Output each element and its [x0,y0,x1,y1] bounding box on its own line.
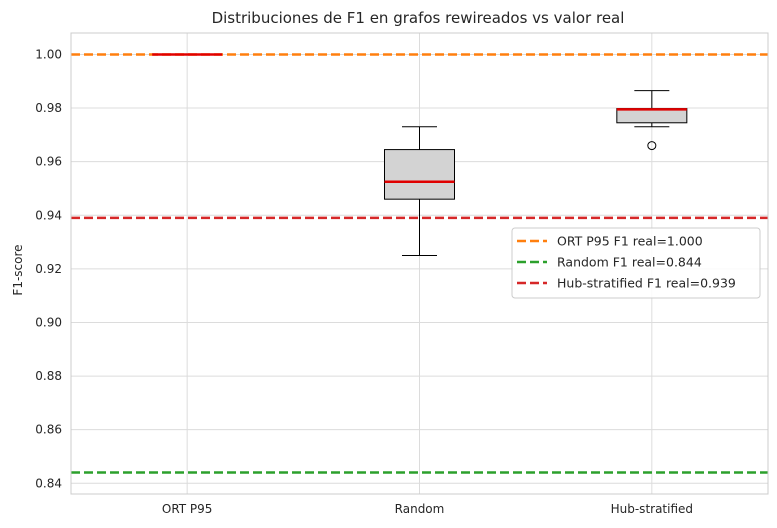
chart-title: Distribuciones de F1 en grafos rewireado… [212,9,625,27]
y-tick-label: 0.88 [35,369,62,383]
box-hub-stratified [616,90,688,151]
iqr-box [384,149,455,200]
x-tick-label: Hub-stratified [611,502,693,516]
y-axis-label: F1-score [11,244,25,295]
tick-labels: 0.84 0.86 0.88 0.90 0.92 0.94 0.96 0.98 1.00 ORT … [35,47,693,516]
y-tick-label: 0.84 [35,476,62,490]
y-tick-label: 0.86 [35,423,62,437]
legend: ORT P95 F1 real=1.000 Random F1 real=0.84… [511,227,761,299]
y-tick-label: 0.94 [35,208,62,222]
box-random [384,126,455,256]
legend-box [511,227,761,299]
y-tick-label: 0.92 [35,262,62,276]
iqr-box [616,108,688,124]
reference-lines [71,53,768,474]
y-tick-label: 0.98 [35,101,62,115]
x-tick-label: Random [395,502,445,516]
boxes [152,53,688,256]
outlier-point [647,141,657,151]
x-tick-label: ORT P95 [162,502,213,516]
plot-frame [70,32,769,495]
legend-entry: ORT P95 F1 real=1.000 [557,234,703,249]
y-tick-label: 0.96 [35,155,62,169]
legend-entry: Hub-stratified F1 real=0.939 [557,276,736,291]
y-tick-label: 0.90 [35,315,62,329]
legend-entry: Random F1 real=0.844 [557,255,702,270]
y-tick-label: 1.00 [35,47,62,61]
